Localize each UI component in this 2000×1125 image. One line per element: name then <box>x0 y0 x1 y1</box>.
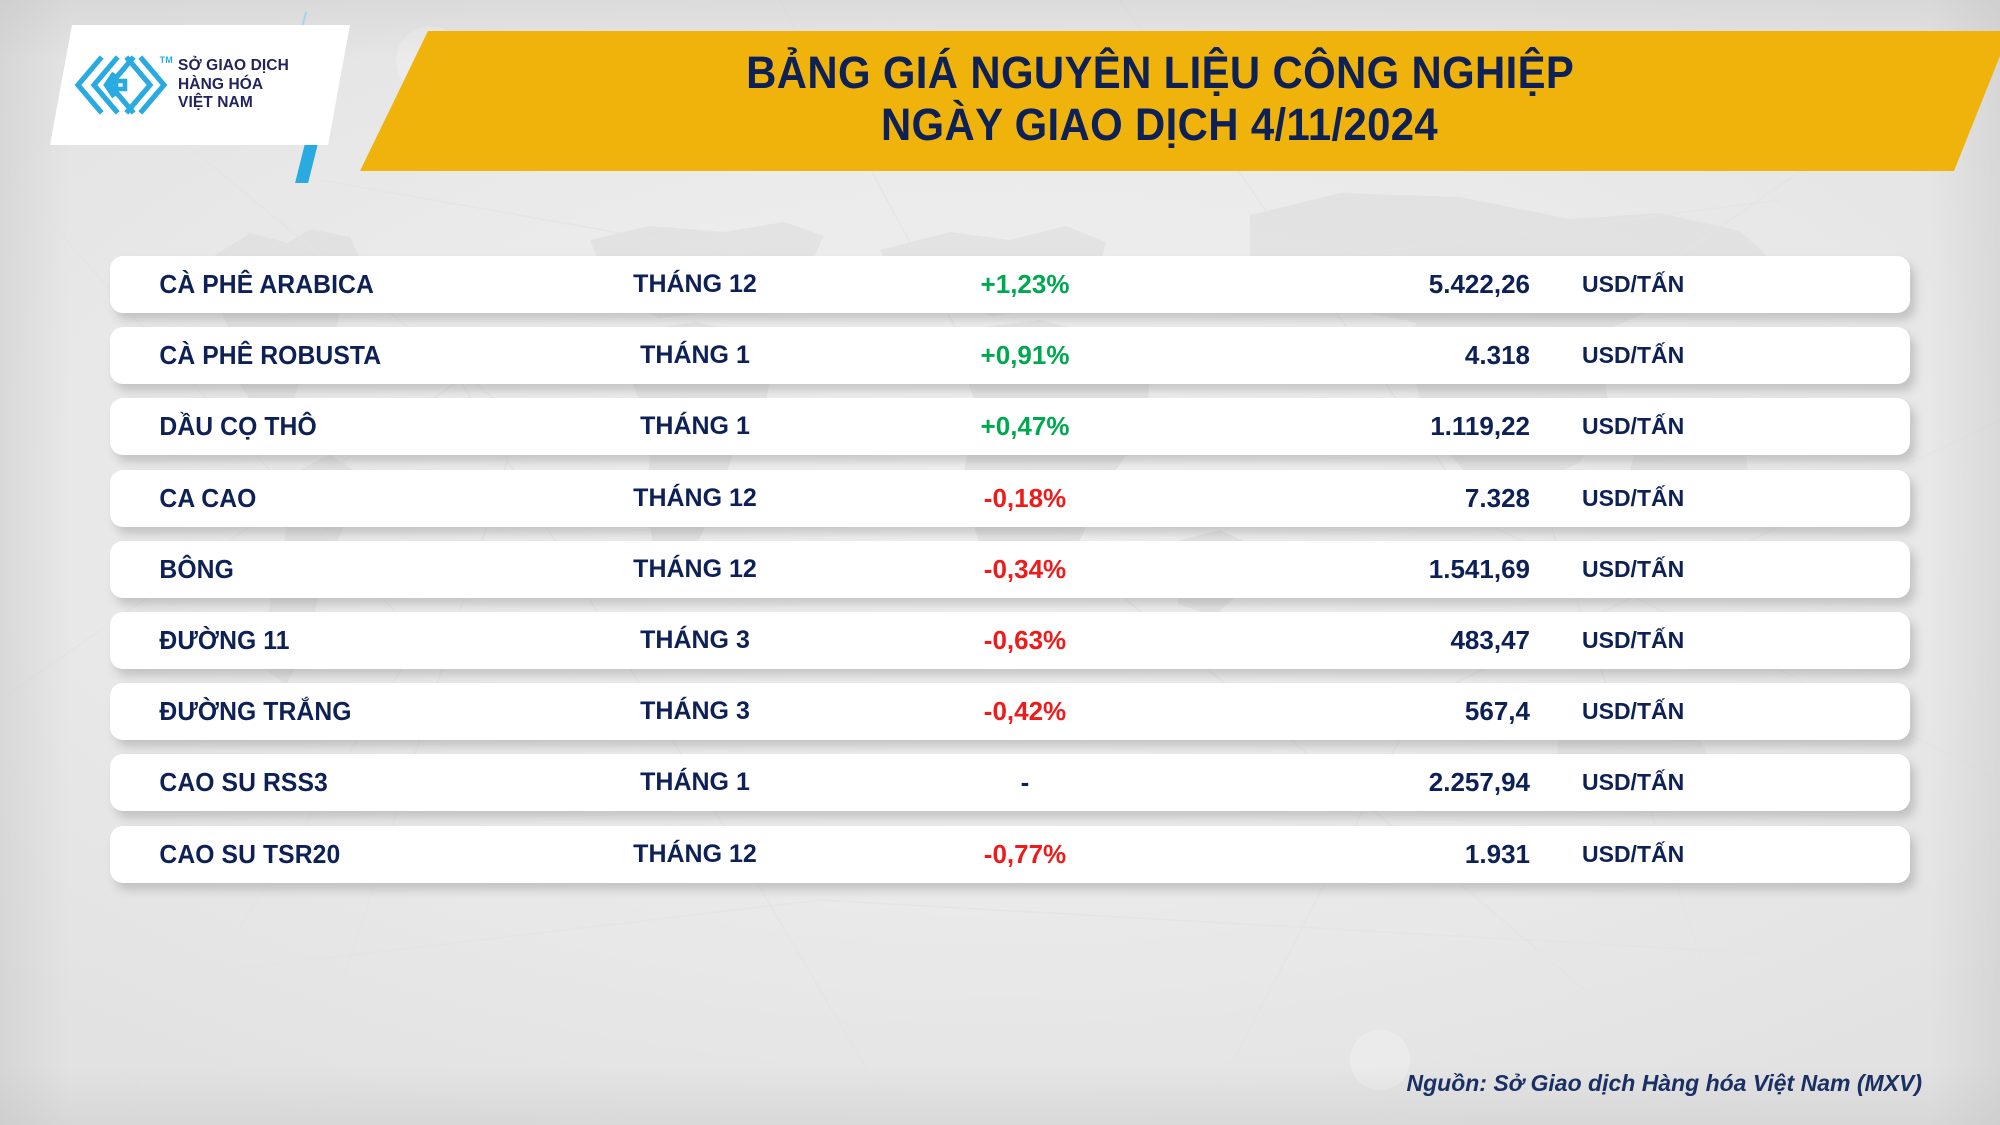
commodity-name: CAO SU RSS3 <box>159 767 328 798</box>
page-title: BẢNG GIÁ NGUYÊN LIỆU CÔNG NGHIỆP NGÀY GI… <box>470 32 1850 166</box>
price-value: 1.541,69 <box>1428 553 1530 584</box>
commodity-name: DẦU CỌ THÔ <box>159 411 317 442</box>
price-value: 7.328 <box>1464 482 1530 513</box>
table-row[interactable]: ĐƯỜNG 11 THÁNG 3 -0,63% 483,47 USD/TẤN <box>110 611 1910 669</box>
price-unit: USD/TẤN <box>1582 769 1685 796</box>
price-value: 5.422,26 <box>1428 269 1530 299</box>
logo-wordmark-line1: SỞ GIAO DỊCH <box>178 56 289 74</box>
table-row[interactable]: DẦU CỌ THÔ THÁNG 1 +0,47% 1.119,22 USD/TẤN <box>110 398 1910 456</box>
contract-month: THÁNG 12 <box>633 270 757 298</box>
contract-month: THÁNG 3 <box>640 625 750 654</box>
change-percent: +0,47% <box>980 411 1070 442</box>
price-unit: USD/TẤN <box>1582 484 1685 511</box>
source-note: Nguồn: Sở Giao dịch Hàng hóa Việt Nam (M… <box>1406 1070 1922 1096</box>
contract-month: THÁNG 1 <box>640 768 750 797</box>
change-percent: +1,23% <box>980 269 1070 299</box>
change-percent: - <box>1020 767 1030 798</box>
price-value: 4.318 <box>1464 340 1530 371</box>
contract-month: THÁNG 12 <box>633 483 757 512</box>
price-table: CÀ PHÊ ARABICA THÁNG 12 +1,23% 5.422,26 USD/… <box>110 256 1910 897</box>
commodity-name: CÀ PHÊ ROBUSTA <box>159 340 382 371</box>
price-unit: USD/TẤN <box>1582 555 1685 582</box>
change-percent: -0,42% <box>983 696 1067 727</box>
contract-month: THÁNG 1 <box>640 412 750 441</box>
commodity-name: ĐƯỜNG 11 <box>159 624 290 655</box>
price-unit: USD/TẤN <box>1582 413 1685 440</box>
commodity-name: CÀ PHÊ ARABICA <box>159 269 374 299</box>
mxv-chevron-logo-icon: TM <box>72 53 173 117</box>
price-value: 567,4 <box>1464 696 1530 727</box>
logo-wordmark: SỞ GIAO DỊCH HÀNG HÓA VIỆT NAM <box>178 57 289 114</box>
change-percent: +0,91% <box>980 340 1070 371</box>
price-unit: USD/TẤN <box>1582 840 1685 867</box>
contract-month: THÁNG 12 <box>633 554 757 583</box>
commodity-name: CAO SU TSR20 <box>159 838 341 869</box>
price-unit: USD/TẤN <box>1582 342 1685 369</box>
table-row[interactable]: ĐƯỜNG TRẮNG THÁNG 3 -0,42% 567,4 USD/TẤN <box>110 683 1910 741</box>
page-title-line2: NGÀY GIAO DỊCH 4/11/2024 <box>881 99 1439 150</box>
table-row[interactable]: CA CAO THÁNG 12 -0,18% 7.328 USD/TẤN <box>110 469 1910 527</box>
price-value: 483,47 <box>1450 624 1530 655</box>
table-row[interactable]: CAO SU TSR20 THÁNG 12 -0,77% 1.931 USD/TẤN <box>110 825 1910 883</box>
change-percent: -0,77% <box>983 838 1067 869</box>
price-unit: USD/TẤN <box>1582 271 1685 297</box>
page-title-line1: BẢNG GIÁ NGUYÊN LIỆU CÔNG NGHIỆP <box>745 46 1575 98</box>
header-banner: TM SỞ GIAO DỊCH HÀNG HÓA VIỆT NAM BẢNG G… <box>0 0 2000 183</box>
price-unit: USD/TẤN <box>1582 698 1685 725</box>
table-row[interactable]: BÔNG THÁNG 12 -0,34% 1.541,69 USD/TẤN <box>110 540 1910 598</box>
table-row[interactable]: CÀ PHÊ ARABICA THÁNG 12 +1,23% 5.422,26 USD/… <box>110 256 1910 313</box>
contract-month: THÁNG 12 <box>633 839 757 868</box>
commodity-name: CA CAO <box>159 482 257 513</box>
change-percent: -0,18% <box>983 482 1067 513</box>
price-unit: USD/TẤN <box>1582 626 1685 653</box>
contract-month: THÁNG 1 <box>640 341 750 370</box>
header-gold-band <box>360 31 2000 171</box>
change-percent: -0,34% <box>983 553 1067 584</box>
price-value: 1.931 <box>1464 838 1530 869</box>
commodity-name: BÔNG <box>159 553 234 584</box>
contract-month: THÁNG 3 <box>640 697 750 726</box>
change-percent: -0,63% <box>983 624 1067 655</box>
logo-card: TM SỞ GIAO DỊCH HÀNG HÓA VIỆT NAM <box>50 25 350 145</box>
trademark-icon: TM <box>159 55 173 65</box>
price-value: 1.119,22 <box>1430 411 1530 442</box>
logo-wordmark-line2: HÀNG HÓA <box>178 75 264 93</box>
logo-wordmark-line3: VIỆT NAM <box>178 94 253 112</box>
commodity-name: ĐƯỜNG TRẮNG <box>159 696 352 727</box>
price-value: 2.257,94 <box>1428 767 1530 798</box>
table-row[interactable]: CÀ PHÊ ROBUSTA THÁNG 1 +0,91% 4.318 USD/TẤN <box>110 327 1910 385</box>
table-row[interactable]: CAO SU RSS3 THÁNG 1 - 2.257,94 USD/TẤN <box>110 754 1910 812</box>
